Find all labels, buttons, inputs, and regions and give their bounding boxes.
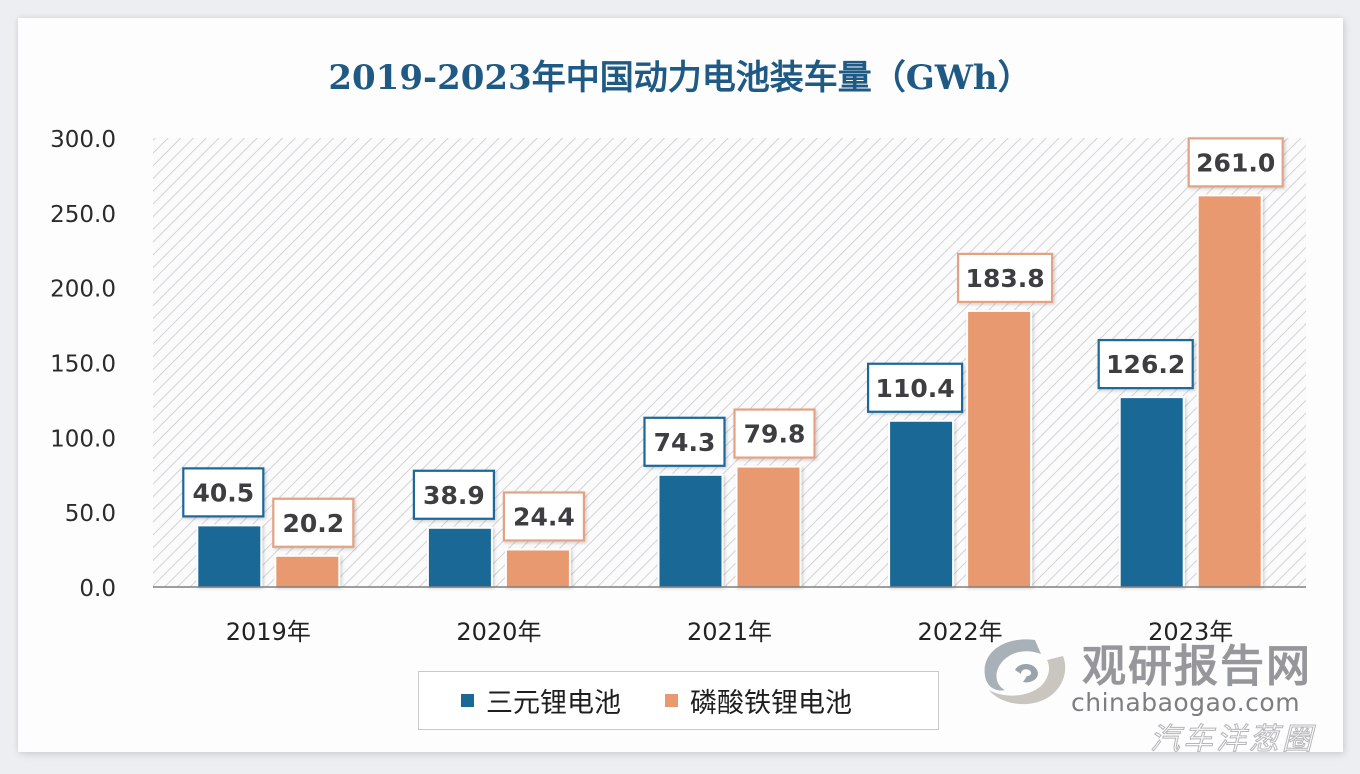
data-label-box <box>272 497 355 548</box>
bar-ternary[interactable] <box>1120 398 1183 587</box>
data-label-box <box>502 491 585 542</box>
x-tick-label: 2022年 <box>918 618 1003 646</box>
bar-ternary[interactable] <box>890 421 953 587</box>
data-label-box <box>182 467 265 518</box>
data-label-box <box>956 252 1054 304</box>
swirl-logo-icon <box>984 639 1066 705</box>
y-tick-label: 300.0 <box>50 127 116 153</box>
bar-ternary[interactable] <box>659 475 722 587</box>
data-label-box <box>733 408 816 459</box>
y-tick-label: 150.0 <box>50 352 116 378</box>
data-label: 183.8 <box>966 264 1045 293</box>
x-tick-label: 2021年 <box>687 618 772 646</box>
data-label-box <box>643 416 726 467</box>
y-tick-label: 250.0 <box>50 202 116 228</box>
legend-swatch-blue <box>461 694 474 707</box>
chart-title: 2019-2023年中国动力电池装车量（GWh） <box>328 58 1032 98</box>
data-label-box <box>412 469 495 520</box>
watermark-source-tag: 汽车洋葱圈 <box>1150 722 1315 758</box>
watermark-url: chinabaogao.com <box>1071 688 1301 717</box>
data-label: 24.4 <box>513 502 575 531</box>
data-label: 79.8 <box>744 420 806 449</box>
legend-label: 磷酸铁锂电池 <box>690 688 852 719</box>
legend-label: 三元锂电池 <box>486 688 621 719</box>
bar-lfp[interactable] <box>968 311 1031 587</box>
data-label-box <box>1097 339 1194 390</box>
data-label: 126.2 <box>1106 350 1185 379</box>
data-label: 110.4 <box>876 374 955 403</box>
bar-lfp[interactable] <box>276 556 339 587</box>
watermark-brand: 观研报告网 <box>1082 641 1312 692</box>
data-label: 74.3 <box>654 428 716 457</box>
data-label-box <box>1187 137 1284 188</box>
x-tick-label: 2023年 <box>1148 618 1233 646</box>
data-label: 20.2 <box>282 509 344 538</box>
y-tick-label: 100.0 <box>50 426 116 452</box>
data-label: 261.0 <box>1196 148 1275 177</box>
y-tick-label: 200.0 <box>50 277 116 303</box>
bar-lfp[interactable] <box>1198 196 1261 587</box>
legend-item-lfp[interactable]: 磷酸铁锂电池 <box>665 681 852 720</box>
x-tick-label: 2020年 <box>456 618 541 646</box>
y-tick-label: 50.0 <box>65 501 116 527</box>
bar-lfp[interactable] <box>506 550 569 587</box>
data-label-box <box>866 362 964 413</box>
legend-swatch-orange <box>665 694 678 707</box>
x-tick-label: 2019年 <box>226 618 311 646</box>
bar-ternary[interactable] <box>428 528 491 587</box>
y-tick-label: 0.0 <box>79 576 116 602</box>
bar-lfp[interactable] <box>737 467 800 587</box>
legend-item-ternary[interactable]: 三元锂电池 <box>461 681 621 720</box>
data-label: 38.9 <box>423 481 485 510</box>
data-label: 40.5 <box>192 478 254 507</box>
bar-ternary[interactable] <box>198 526 261 587</box>
legend: 三元锂电池 磷酸铁锂电池 <box>418 671 939 730</box>
